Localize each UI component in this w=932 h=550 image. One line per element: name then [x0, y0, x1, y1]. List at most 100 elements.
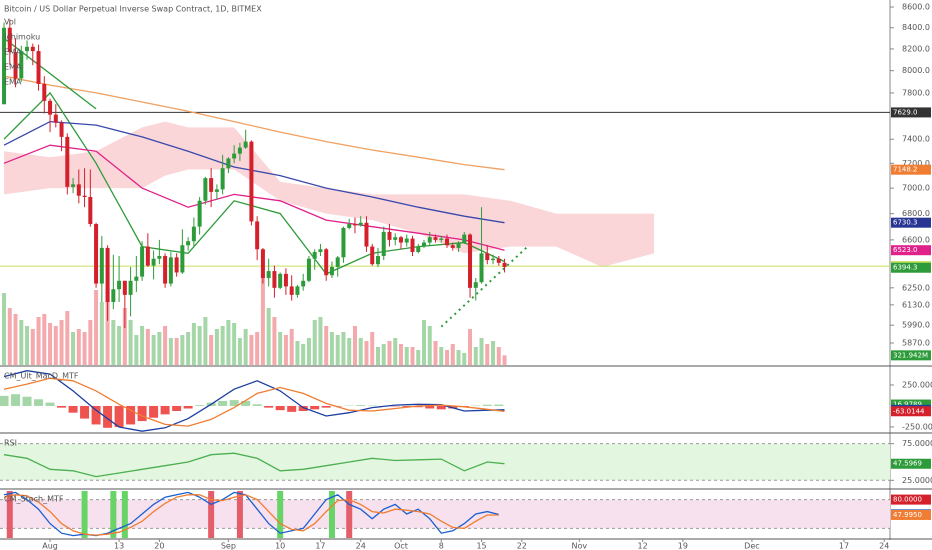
volume-bar: [329, 332, 334, 365]
candle-body: [352, 224, 357, 226]
volume-bar: [30, 329, 35, 365]
volume-bar: [387, 341, 392, 365]
macd-histogram-bar: [22, 396, 32, 406]
stoch-signal: [346, 491, 353, 538]
macd-histogram-bar: [287, 405, 297, 412]
volume-bar: [174, 338, 179, 365]
candle-body: [88, 196, 93, 225]
candle-body: [335, 257, 340, 267]
candle-body: [370, 246, 375, 265]
rsi-band: [0, 443, 890, 481]
stoch-signal: [121, 491, 128, 538]
volume-bar: [410, 347, 415, 365]
volume-bar: [111, 320, 116, 365]
x-tick-label: Nov: [572, 542, 588, 550]
volume-bar: [197, 326, 202, 365]
x-tick-label: 15: [476, 542, 486, 550]
price-tag-label: 47.9950: [893, 511, 922, 519]
volume-bar: [105, 287, 110, 365]
x-tick-label: Sep: [221, 542, 236, 550]
macd-histogram-bar: [114, 405, 124, 427]
candle-body: [410, 238, 415, 252]
volume-bar: [433, 341, 438, 365]
ema-line: [3, 75, 505, 171]
volume-bar: [341, 332, 346, 365]
price-tag-label: 6730.3: [893, 219, 918, 227]
y-tick-label: 7800.0: [902, 88, 930, 97]
candle-body: [260, 249, 265, 279]
candle-body: [168, 257, 173, 284]
y-tick-label: 5990.0: [902, 321, 930, 330]
macd-histogram-bar: [137, 405, 147, 422]
legend-entry: EMA: [4, 63, 22, 72]
candle-body: [76, 184, 81, 196]
candle-body: [42, 83, 47, 101]
candle-body: [232, 153, 237, 159]
candle-body: [191, 226, 196, 242]
candle-body: [496, 258, 501, 263]
price-tag: [891, 262, 931, 273]
y-tick-label: 6600.0: [902, 235, 930, 244]
volume-bar: [186, 332, 191, 365]
y-tick-label: 8600.0: [902, 3, 930, 12]
price-tag: [891, 107, 931, 118]
candle-body: [180, 245, 185, 273]
candle-body: [94, 224, 99, 284]
price-tag: [891, 164, 931, 175]
volume-bar: [25, 326, 30, 365]
candle-body: [329, 266, 334, 276]
price-tag-label: 6394.3: [893, 264, 918, 272]
candle-body: [301, 280, 306, 287]
x-tick-label: Aug: [42, 542, 58, 550]
candle-body: [456, 242, 461, 248]
stoch-signal: [236, 491, 243, 538]
x-tick-label: 12: [638, 542, 648, 550]
price-tag: [891, 217, 931, 228]
pane-title: RSI: [4, 439, 17, 448]
macd-histogram-bar: [321, 405, 331, 408]
price-tag: [891, 406, 931, 417]
candle-body: [197, 200, 202, 227]
candle-body: [347, 224, 352, 228]
volume-bar: [462, 353, 467, 365]
candle-body: [30, 46, 35, 52]
candle-body: [439, 238, 444, 240]
stoch-signal: [6, 491, 13, 538]
candle-body: [128, 280, 133, 295]
volume-bar: [226, 320, 231, 365]
candle-body: [99, 247, 104, 284]
candle-body: [59, 122, 64, 137]
volume-bar: [347, 338, 352, 365]
price-tag-label: 80.0000: [893, 496, 922, 504]
y-tick-label: 7000.0: [902, 184, 930, 193]
volume-bar: [318, 317, 323, 365]
volume-bar: [237, 338, 242, 365]
volume-bar: [36, 317, 41, 365]
candle-body: [145, 246, 150, 266]
rsi-line: [3, 452, 505, 478]
x-tick-label: 17: [315, 542, 325, 550]
volume-bar: [48, 323, 53, 365]
volume-bar: [445, 350, 450, 365]
macd-histogram-bar: [229, 400, 239, 406]
candle-body: [174, 257, 179, 273]
ichimoku-cloud: [4, 121, 655, 267]
volume-bar: [393, 338, 398, 365]
candle-body: [140, 246, 145, 277]
candle-body: [312, 251, 317, 259]
price-tag: [891, 458, 931, 469]
volume-bar: [416, 350, 421, 365]
candle-body: [283, 273, 288, 287]
macd-histogram-bar: [183, 405, 193, 409]
candle-body: [255, 221, 260, 250]
volume-bar: [2, 293, 7, 365]
ema-line: [3, 120, 505, 224]
x-tick-label: 8: [439, 542, 444, 550]
candle-body: [25, 46, 30, 52]
volume-bar: [249, 335, 254, 365]
macd-histogram-bar: [425, 405, 435, 409]
volume-bar: [364, 341, 369, 365]
macd-histogram-bar: [91, 405, 101, 425]
y-tick-label: 8000.0: [902, 66, 930, 75]
price-tag: [891, 350, 931, 361]
